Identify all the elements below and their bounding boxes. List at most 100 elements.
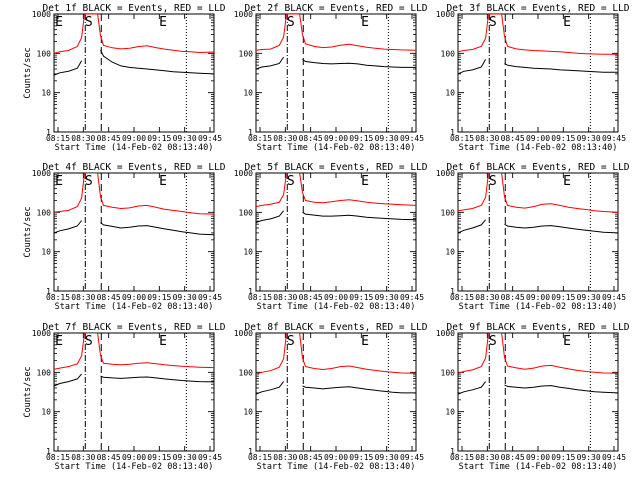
y-tick-label: 100 — [441, 49, 456, 58]
lld-series-line — [256, 14, 416, 51]
y-tick-label: 1 — [450, 287, 455, 296]
y-tick-label: 1 — [450, 447, 455, 456]
panel-title: Det 7f BLACK = Events, RED = LLD — [42, 322, 225, 333]
time-marker-E: E — [159, 334, 167, 349]
y-axis-ticks — [458, 332, 618, 452]
x-tick-label: 09:15 — [551, 453, 575, 462]
y-tick-label: 100 — [239, 49, 254, 58]
x-tick-label: 08:15 — [46, 134, 70, 143]
time-marker-E: E — [563, 15, 571, 30]
y-tick-label: 100 — [239, 208, 254, 217]
events-series-line — [54, 220, 214, 236]
x-tick-label: 08:30 — [71, 134, 95, 143]
plot-frame — [255, 13, 417, 133]
y-tick-label: 10 — [243, 248, 253, 257]
x-tick-label: 09:00 — [526, 134, 550, 143]
x-tick-label: 08:30 — [273, 134, 297, 143]
x-tick-label: 08:45 — [97, 453, 121, 462]
events-series-line — [54, 373, 214, 387]
y-tick-label: 1000 — [32, 329, 51, 338]
x-tick-label: 09:45 — [198, 293, 222, 302]
x-axis-label: Start Time (14-Feb-02 08:13:40) — [55, 302, 214, 312]
x-tick-label: 08:45 — [501, 134, 525, 143]
x-tick-label: 09:30 — [173, 134, 197, 143]
x-tick-label: 09:15 — [147, 453, 171, 462]
x-tick-label: 08:15 — [248, 453, 272, 462]
x-tick-label: 09:00 — [122, 134, 146, 143]
y-axis-label: Counts/sec — [23, 47, 33, 98]
y-axis-ticks — [256, 13, 416, 133]
x-axis-label: Start Time (14-Feb-02 08:13:40) — [257, 143, 416, 153]
x-tick-label: 09:30 — [173, 453, 197, 462]
y-tick-label: 10 — [243, 408, 253, 417]
time-marker-S: S — [85, 334, 93, 349]
x-tick-label: 09:45 — [198, 453, 222, 462]
y-tick-label: 1000 — [32, 169, 51, 178]
events-series-line — [458, 381, 618, 395]
time-marker-S: S — [287, 334, 295, 349]
panel-title: Det 6f BLACK = Events, RED = LLD — [446, 162, 629, 173]
time-marker-S: S — [287, 15, 295, 30]
y-tick-label: 1000 — [436, 329, 455, 338]
y-axis-label: Counts/sec — [23, 206, 33, 257]
lld-series-line — [256, 173, 416, 208]
x-tick-label: 08:30 — [273, 293, 297, 302]
time-marker-S: S — [489, 15, 497, 30]
x-tick-label: 09:30 — [577, 293, 601, 302]
time-marker-E: E — [55, 334, 63, 349]
panel-2: Det 2f BLACK = Events, RED = LLD 1 10 100 10… — [234, 3, 428, 153]
x-axis-label: Start Time (14-Feb-02 08:13:40) — [55, 462, 214, 472]
plot-frame — [53, 332, 215, 452]
x-tick-label: 08:30 — [71, 293, 95, 302]
time-marker-E: E — [563, 174, 571, 189]
x-tick-label: 09:00 — [122, 453, 146, 462]
x-tick-label: 08:15 — [450, 293, 474, 302]
time-marker-S: S — [489, 174, 497, 189]
y-tick-label: 10 — [41, 408, 51, 417]
y-tick-label: 100 — [441, 368, 456, 377]
lld-series-line — [256, 333, 416, 375]
panel-5: Det 5f BLACK = Events, RED = LLD 1 10 100 10… — [234, 162, 428, 312]
panel-title: Det 8f BLACK = Events, RED = LLD — [244, 322, 427, 333]
x-tick-label: 09:00 — [324, 134, 348, 143]
x-tick-label: 08:45 — [299, 293, 323, 302]
y-tick-label: 100 — [37, 208, 52, 217]
panel-title: Det 1f BLACK = Events, RED = LLD — [42, 3, 225, 14]
y-tick-label: 1 — [46, 287, 51, 296]
y-tick-label: 100 — [441, 208, 456, 217]
x-tick-label: 09:15 — [349, 453, 373, 462]
x-tick-label: 08:15 — [46, 453, 70, 462]
x-tick-label: 09:30 — [375, 453, 399, 462]
x-tick-label: 08:45 — [97, 293, 121, 302]
x-tick-label: 08:15 — [46, 293, 70, 302]
x-tick-label: 08:45 — [299, 134, 323, 143]
y-tick-label: 10 — [41, 248, 51, 257]
lld-series-line — [54, 333, 214, 370]
events-series-line — [256, 381, 416, 395]
panel-8: Det 8f BLACK = Events, RED = LLD 1 10 100 10… — [234, 322, 428, 472]
time-marker-S: S — [85, 15, 93, 30]
plot-frame — [457, 172, 619, 292]
lld-series-line — [54, 14, 214, 54]
x-axis-label: Start Time (14-Feb-02 08:13:40) — [459, 462, 618, 472]
panel-3: Det 3f BLACK = Events, RED = LLD 1 10 100 10… — [436, 3, 630, 153]
x-tick-label: 09:30 — [173, 293, 197, 302]
panel-title: Det 2f BLACK = Events, RED = LLD — [244, 3, 427, 14]
time-marker-E: E — [563, 334, 571, 349]
plot-frame — [255, 172, 417, 292]
y-axis-ticks — [54, 13, 214, 133]
y-tick-label: 1000 — [234, 329, 253, 338]
y-tick-label: 1 — [248, 128, 253, 137]
x-tick-label: 08:15 — [450, 134, 474, 143]
x-tick-label: 09:15 — [551, 293, 575, 302]
y-axis-ticks — [54, 172, 214, 292]
panel-title: Det 4f BLACK = Events, RED = LLD — [42, 162, 225, 173]
x-tick-label: 09:15 — [147, 293, 171, 302]
x-axis-label: Start Time (14-Feb-02 08:13:40) — [257, 302, 416, 312]
events-series-line — [256, 56, 416, 70]
x-tick-label: 09:45 — [400, 293, 424, 302]
x-tick-label: 09:30 — [577, 134, 601, 143]
panel-title: Det 5f BLACK = Events, RED = LLD — [244, 162, 427, 173]
y-tick-label: 1 — [248, 287, 253, 296]
